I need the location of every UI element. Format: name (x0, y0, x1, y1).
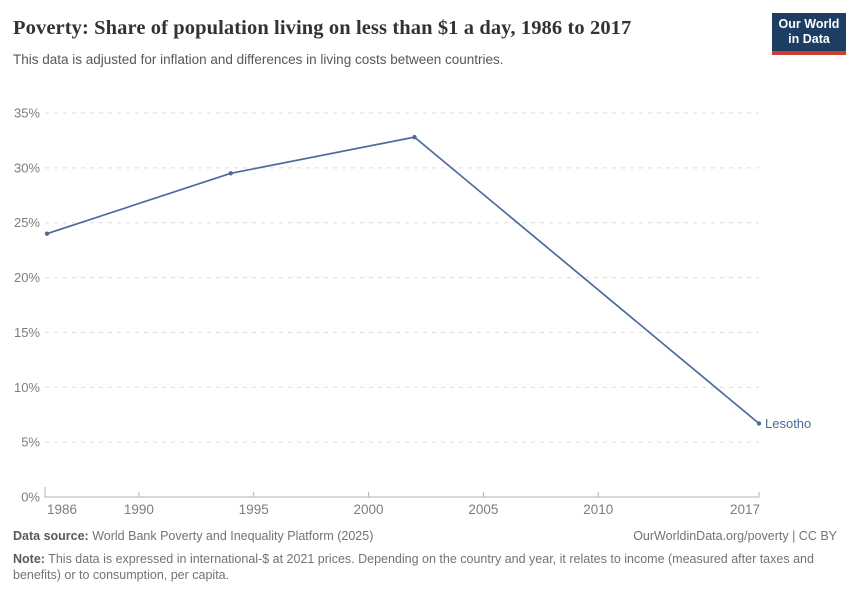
data-source-label: Data source: (13, 529, 89, 543)
x-tick-label: 1995 (239, 502, 269, 517)
note-label: Note: (13, 552, 45, 566)
y-tick-label: 20% (14, 270, 40, 285)
y-tick-label: 30% (14, 160, 40, 175)
line-chart[interactable]: 0% 5% 10% 15% 20% 25% 30% 35% 1986 1990 1995 2000 20… (0, 100, 850, 530)
chart-title: Poverty: Share of population living on l… (13, 17, 632, 39)
chart-note: Note: This data is expressed in internat… (13, 551, 837, 583)
data-source: Data source: World Bank Poverty and Ineq… (13, 529, 373, 543)
y-tick-label: 0% (21, 490, 40, 505)
data-point[interactable] (756, 421, 762, 426)
chart-subtitle: This data is adjusted for inflation and … (13, 52, 504, 67)
title-block: Poverty: Share of population living on l… (13, 13, 631, 67)
y-tick-label: 5% (21, 435, 40, 450)
y-tick-label: 35% (14, 106, 40, 121)
note-text: This data is expressed in international-… (13, 552, 814, 582)
y-tick-label: 25% (14, 215, 40, 230)
y-tick-label: 15% (14, 325, 40, 340)
chart-header: Poverty: Share of population living on l… (13, 13, 846, 67)
owid-logo[interactable]: Our World in Data (772, 13, 846, 55)
source-line: Data source: World Bank Poverty and Ineq… (13, 529, 837, 543)
data-point[interactable] (44, 231, 50, 236)
data-point[interactable] (412, 134, 417, 140)
data-source-text: World Bank Poverty and Inequality Platfo… (92, 529, 374, 543)
x-tick-label: 2017 (730, 502, 760, 517)
x-tick-label: 2000 (354, 502, 384, 517)
y-tick-label: 10% (14, 380, 40, 395)
x-tick-label: 2010 (583, 502, 613, 517)
owid-logo-line2: in Data (788, 32, 830, 46)
chart-footer: Data source: World Bank Poverty and Ineq… (13, 529, 837, 583)
owid-license-link[interactable]: OurWorldinData.org/poverty | CC BY (633, 529, 837, 543)
x-tick-label: 1990 (124, 502, 154, 517)
entity-label[interactable]: Lesotho (765, 416, 811, 431)
owid-logo-line1: Our World (778, 17, 840, 31)
series-line[interactable] (46, 136, 760, 425)
x-tick-label: 2005 (468, 502, 498, 517)
data-point[interactable] (228, 171, 233, 176)
x-tick-label: 1986 (47, 502, 77, 517)
chart-canvas[interactable]: 0% 5% 10% 15% 20% 25% 30% 35% 1986 1990 1995 2000 20… (0, 100, 850, 530)
